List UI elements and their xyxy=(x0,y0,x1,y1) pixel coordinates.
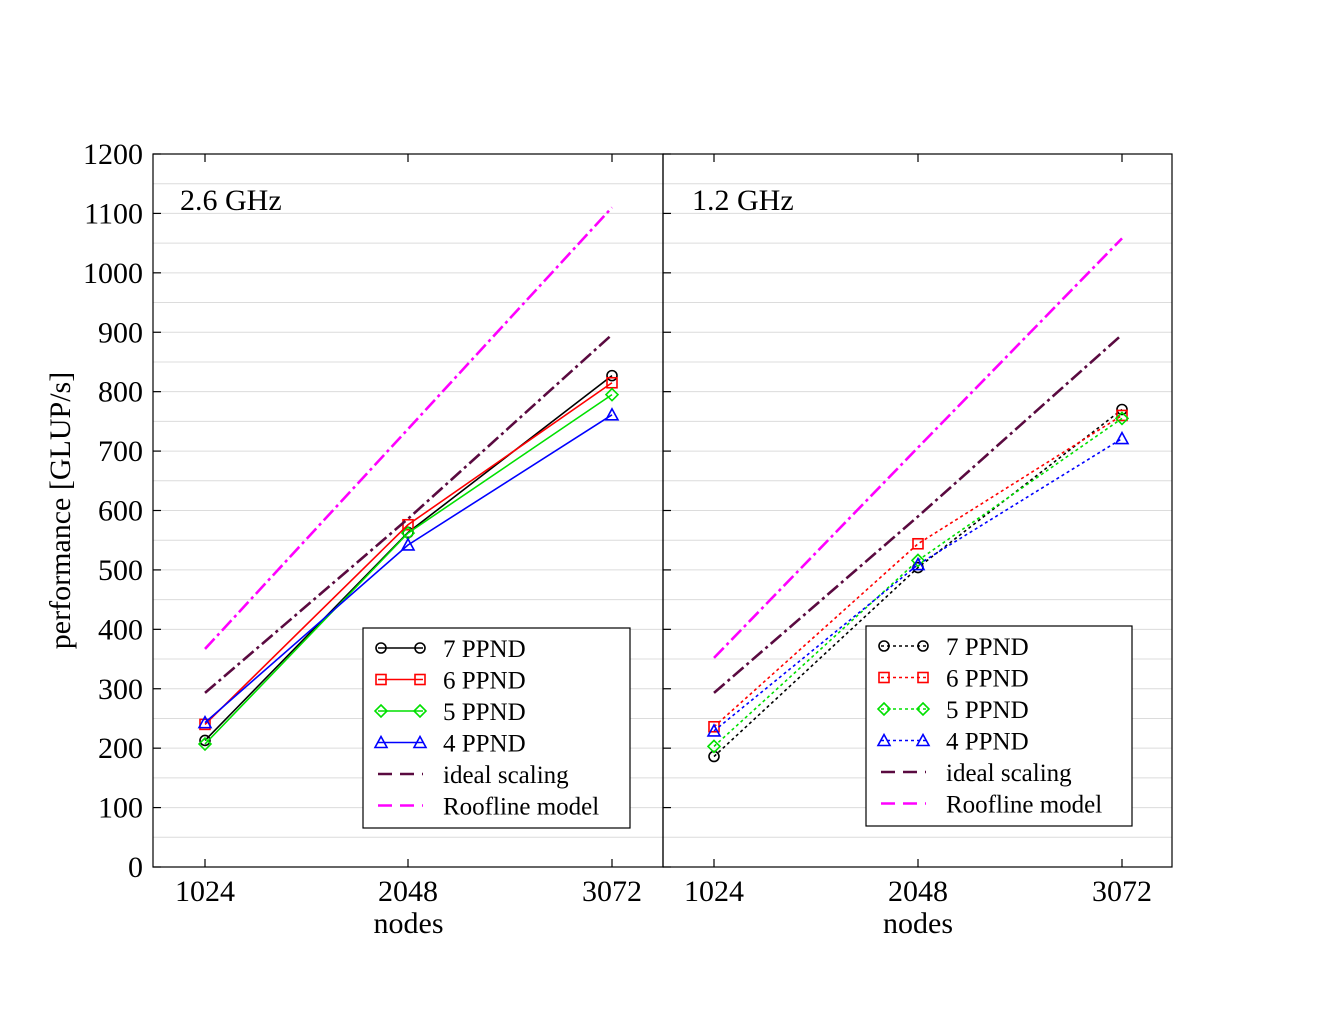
legend-label: Roofline model xyxy=(946,792,1102,819)
legend-marker-1-2 xyxy=(876,701,892,717)
series-line-0-3 xyxy=(204,414,613,724)
data-point-0-2-2 xyxy=(604,387,620,402)
series-line-0-5 xyxy=(204,206,613,650)
x-tick-label: 2048 xyxy=(888,875,948,908)
data-point-1-1-2 xyxy=(1116,409,1128,422)
y-tick-label: 0 xyxy=(128,851,143,884)
x-tick-label: 2048 xyxy=(378,875,438,908)
series-line-1-2 xyxy=(713,417,1123,747)
y-tick-label: 1200 xyxy=(83,138,143,171)
legend-label: 6 PPND xyxy=(946,666,1029,693)
data-point-0-3-2 xyxy=(604,407,620,421)
legend-label: 5 PPND xyxy=(946,697,1029,724)
y-tick-label: 200 xyxy=(98,732,143,765)
legend-marker-0-3 xyxy=(412,734,428,749)
series-line-1-4 xyxy=(713,333,1123,694)
data-point-1-3-2 xyxy=(1114,430,1130,445)
y-tick-label: 500 xyxy=(98,554,143,587)
y-tick-label: 400 xyxy=(98,613,143,646)
legend-label: ideal scaling xyxy=(946,760,1072,787)
legend-marker-1-0 xyxy=(878,640,890,652)
legend-label: 7 PPND xyxy=(443,636,526,663)
legend-marker-0-2 xyxy=(373,703,389,719)
y-tick-label: 100 xyxy=(98,792,143,825)
legend-marker-0-0 xyxy=(375,642,387,654)
y-axis-label: performance [GLUP/s] xyxy=(44,372,77,649)
x-axis-label: nodes xyxy=(883,907,953,940)
x-tick-label: 3072 xyxy=(1092,875,1152,908)
y-tick-label: 800 xyxy=(98,376,143,409)
legend-marker-0-1 xyxy=(414,673,426,686)
x-axis-label: nodes xyxy=(374,907,444,940)
y-tick-label: 900 xyxy=(98,316,143,349)
legend-label: 4 PPND xyxy=(443,731,526,758)
legend-marker-0-0 xyxy=(414,642,426,654)
legend-label: ideal scaling xyxy=(443,762,569,789)
data-point-1-1-1 xyxy=(912,537,924,550)
panel-title: 1.2 GHz xyxy=(692,184,794,217)
data-point-1-0-2 xyxy=(1116,403,1128,416)
data-point-0-0-0 xyxy=(199,734,211,747)
series-line-0-4 xyxy=(204,333,613,694)
data-point-0-0-2 xyxy=(606,369,618,382)
legend-marker-1-1 xyxy=(917,671,929,684)
legend-marker-1-1 xyxy=(878,671,890,684)
legend-label: 7 PPND xyxy=(946,634,1029,661)
legend-marker-0-3 xyxy=(373,734,389,749)
panel-title: 2.6 GHz xyxy=(180,184,282,217)
series-line-1-5 xyxy=(713,237,1123,659)
data-point-0-3-0 xyxy=(197,714,213,729)
x-tick-label: 1024 xyxy=(175,875,235,908)
legend-marker-1-2 xyxy=(915,701,931,717)
legend-box-1 xyxy=(865,625,1133,827)
legend-marker-1-0 xyxy=(917,640,929,652)
data-point-0-2-0 xyxy=(197,736,213,752)
legend-marker-1-3 xyxy=(876,732,892,747)
y-tick-label: 1100 xyxy=(84,197,143,230)
legend-marker-0-2 xyxy=(412,703,428,719)
legend-marker-0-1 xyxy=(375,673,387,686)
data-point-1-3-1 xyxy=(910,556,926,571)
y-tick-label: 700 xyxy=(98,435,143,468)
series-line-0-2 xyxy=(204,393,613,745)
legend-label: 5 PPND xyxy=(443,699,526,726)
data-point-1-2-1 xyxy=(910,553,926,568)
legend-label: 6 PPND xyxy=(443,668,526,695)
data-point-0-3-1 xyxy=(400,537,416,551)
series-line-1-1 xyxy=(713,414,1123,728)
y-tick-label: 300 xyxy=(98,673,143,706)
data-point-1-3-0 xyxy=(706,723,722,737)
legend-marker-1-3 xyxy=(915,732,931,747)
y-tick-label: 600 xyxy=(98,495,143,528)
legend-label: Roofline model xyxy=(443,794,599,821)
y-tick-label: 1000 xyxy=(83,257,143,290)
data-point-1-2-2 xyxy=(1114,411,1130,426)
x-tick-label: 3072 xyxy=(582,875,642,908)
data-point-1-2-0 xyxy=(706,739,722,754)
legend-label: 4 PPND xyxy=(946,729,1029,756)
series-line-0-1 xyxy=(204,382,613,725)
x-tick-label: 1024 xyxy=(684,875,744,908)
legend-box-0 xyxy=(362,627,631,829)
